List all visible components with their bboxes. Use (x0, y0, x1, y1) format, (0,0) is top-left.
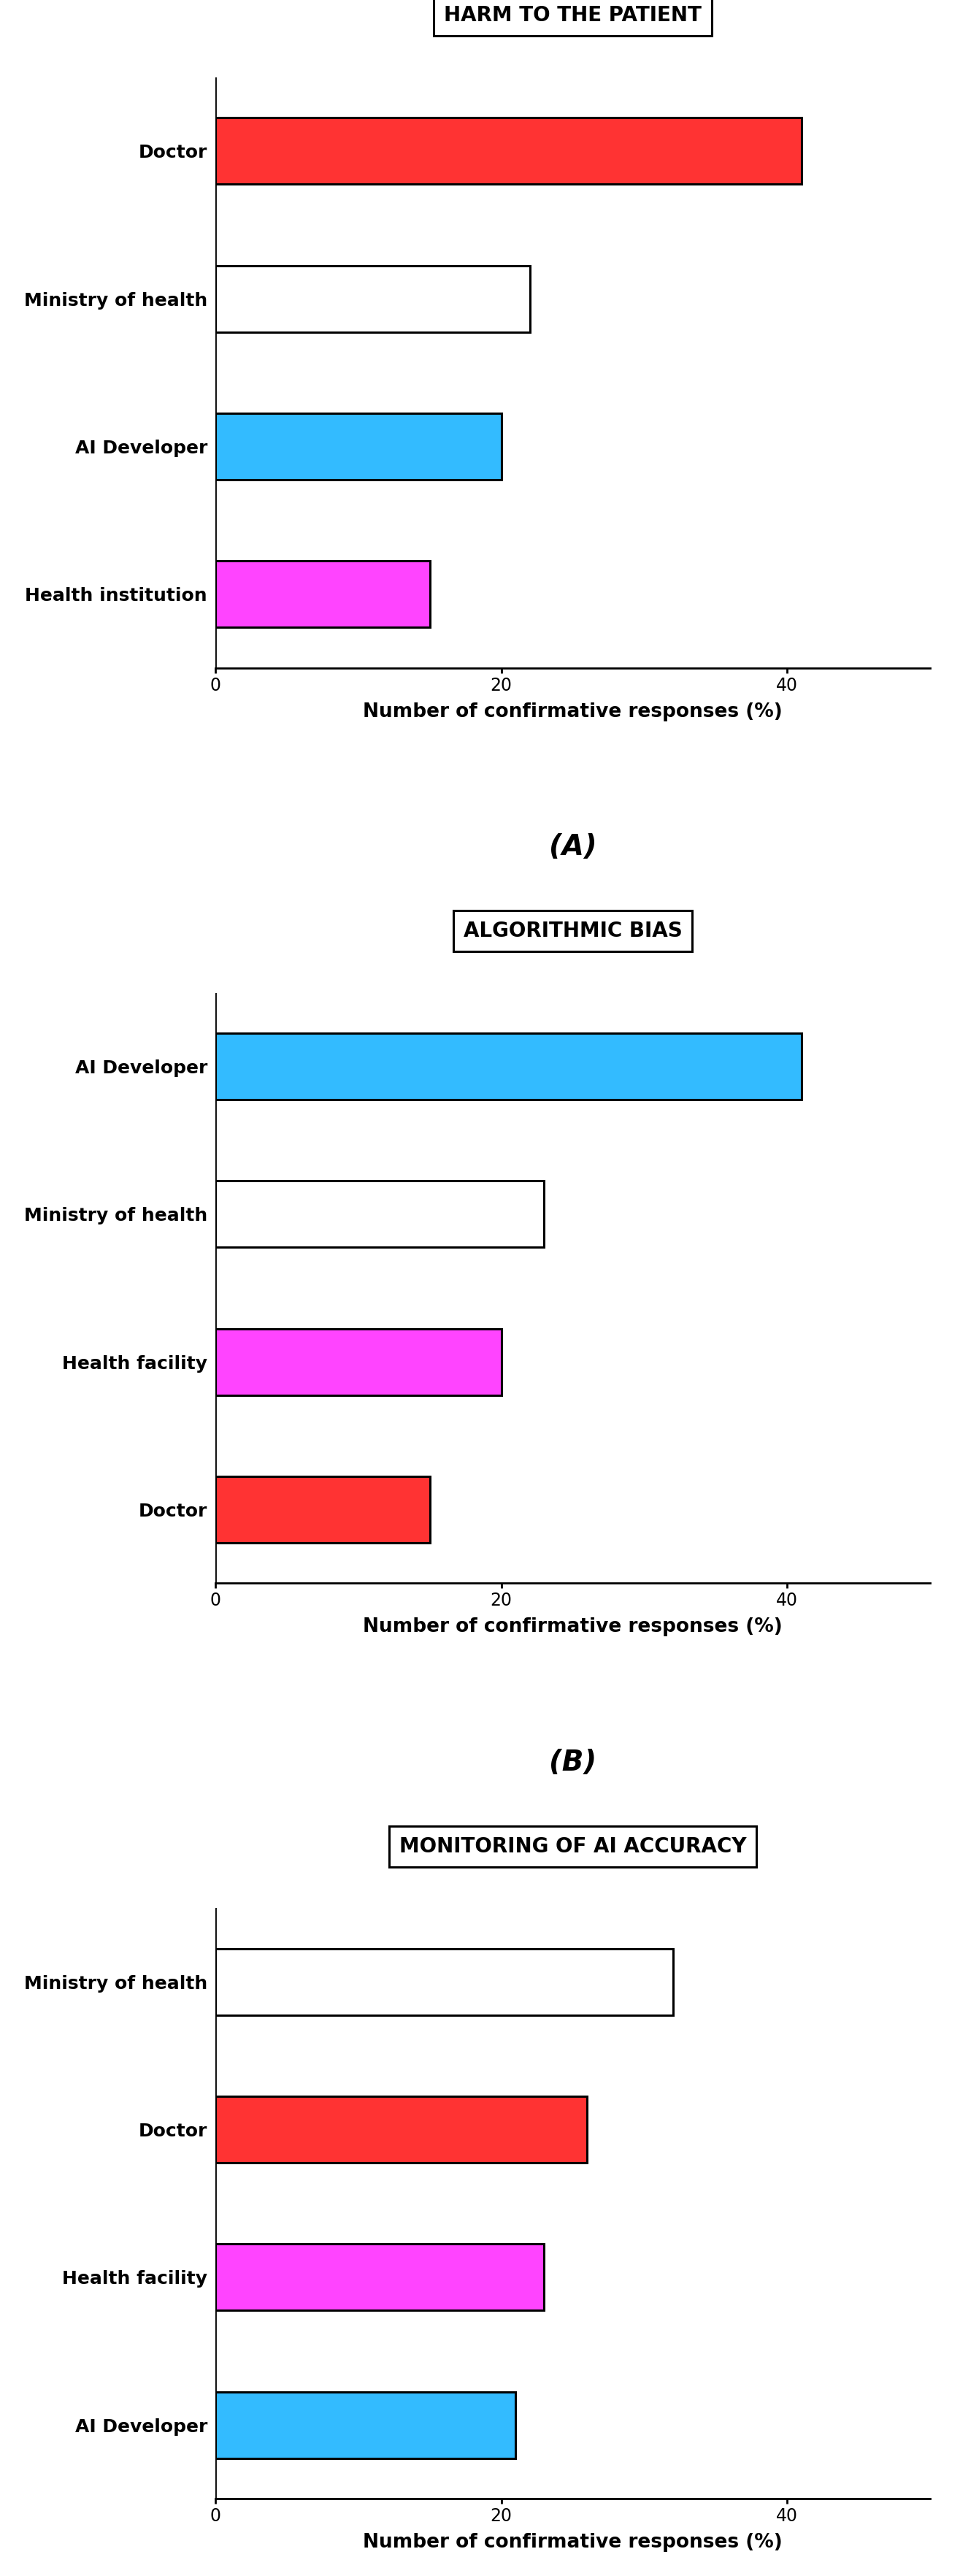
X-axis label: Number of confirmative responses (%): Number of confirmative responses (%) (363, 1618, 782, 1636)
Text: (A): (A) (549, 832, 596, 860)
Title: ALGORITHMIC BIAS: ALGORITHMIC BIAS (463, 920, 682, 940)
Bar (215, 412, 501, 479)
Title: MONITORING OF AI ACCURACY: MONITORING OF AI ACCURACY (399, 1837, 746, 1857)
Bar (215, 1476, 430, 1543)
Bar (215, 1947, 673, 2014)
Bar (215, 1329, 501, 1396)
Bar (215, 2391, 516, 2458)
Bar (215, 118, 802, 185)
Bar (215, 1033, 802, 1100)
Text: (B): (B) (549, 1749, 596, 1777)
Bar (215, 2244, 544, 2311)
Bar (215, 2097, 587, 2164)
Bar (215, 562, 430, 629)
Bar (215, 1180, 544, 1247)
Title: HARM TO THE PATIENT: HARM TO THE PATIENT (443, 5, 702, 26)
X-axis label: Number of confirmative responses (%): Number of confirmative responses (%) (363, 703, 782, 721)
Bar (215, 265, 530, 332)
X-axis label: Number of confirmative responses (%): Number of confirmative responses (%) (363, 2532, 782, 2553)
